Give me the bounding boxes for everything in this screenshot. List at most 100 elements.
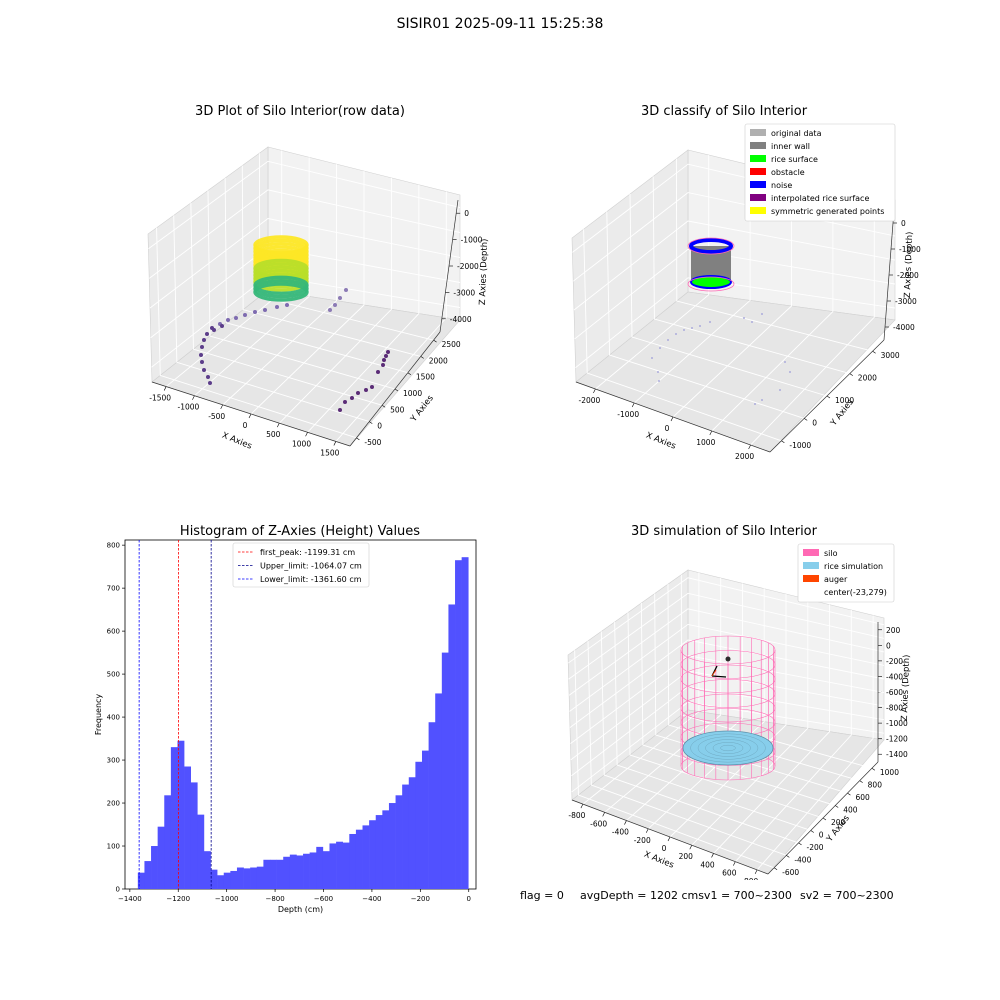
p2-noise-point [761,313,763,315]
p1-grid-x [222,164,338,406]
p2-ytick-mark [849,373,853,376]
p4-xtick-label: -400 [612,828,629,837]
p1-grid-y [224,178,408,374]
p4-rice-mesh [690,733,766,763]
p4-grid-y [627,612,824,819]
p2-grid-z [575,277,896,368]
p4-ytick-label: 400 [843,806,858,815]
p1-ytick-label: 2500 [442,340,461,349]
p4-ytick-mark [822,817,827,821]
p3-xtick-label: −600 [314,895,333,903]
p1-ztick-label: -2000 [457,262,479,271]
p3-legend-label: Upper_limit: -1064.07 cm [260,562,362,571]
panel3-histogram: −1400 −1200 −1000 −800 −600 −400 −200 0 0 100 200 3… [94,539,477,914]
p4-grid-z [569,639,885,728]
p4-ztick-label: 0 [886,641,891,650]
p3-histogram-bar [316,846,324,889]
p2-ztick-label: 0 [901,219,906,228]
p2-noise-point [691,327,693,329]
p2-legend-swatch [750,194,766,201]
p4-xtick-mark [645,828,649,833]
p4-ytick-mark [798,842,802,846]
p2-grid-y [652,176,850,375]
p4-ztick-label: -600 [886,688,903,697]
p4-grid-x [713,604,831,854]
p3-ytick-label: 400 [107,714,120,722]
p1-grid-y [173,215,370,423]
p2-ytick-mark [804,418,808,421]
p2-outline-ring [687,276,735,292]
p2-legend-label: original data [771,129,822,138]
p4-ytick-label: 600 [855,793,870,802]
p3-histogram-bar [402,784,410,889]
p2-legend-swatch [750,129,766,136]
p1-ytick-mark [369,421,373,424]
p4-ztick-label: -400 [886,672,903,681]
p2-ztick-label: -1000 [899,245,921,254]
p4-ztick-label: -1000 [886,719,908,728]
p2-grid-x [750,195,875,446]
p2-noise-point [754,403,756,405]
p1-xtick-mark [248,413,252,419]
p3-histogram-bar [289,854,297,889]
p4-ztick-label: -1400 [886,750,908,759]
p4-grid-y [574,650,775,869]
p4-grid-z [570,670,885,761]
p2-ytick-mark [781,440,785,444]
p4-ytick-mark [786,855,790,858]
p1-ztick-label: 0 [464,209,469,218]
p2-grid-x [711,185,834,432]
p4-ztick-label: -200 [886,657,903,666]
p3-histogram-bar [382,810,390,889]
p1-data-point [205,332,209,336]
p4-grid-z [571,701,885,793]
p3-histogram-bar [177,740,185,889]
p4-xtick-label: 400 [700,860,715,869]
p1-xtick-mark [192,395,195,400]
p1-data-point [370,385,374,389]
p4-grid-x [647,588,765,830]
p1-grid-x [194,157,310,397]
p1-data-point [212,328,216,332]
p2-xtick-label: 2000 [735,452,754,461]
panel2-3d-classify-plot: -2000 -1000 0 1000 2000 -1000 0 1000 2000 3000 0 -1… [571,123,921,461]
footer-avg-depth: avgDepth = 1202 cmsv1 = 700~2300 [580,889,792,902]
p3-histogram-bar [243,868,251,889]
p3-histogram-bar [184,766,191,889]
p1-zlabel: Z Axies (Depth) [478,238,490,305]
panel1-3d-raw-plot: -1500 -1000 -500 0 500 1000 1500 -500 0 500 1000 15… [147,146,490,457]
p4-grid-y [614,621,811,831]
p1-cylinder-ring [253,282,309,302]
p4-legend-label: silo [824,549,838,558]
p4-legend-swatch [803,575,819,582]
p1-data-point [234,316,238,320]
p3-histogram-bar [421,750,429,889]
p3-histogram-bar [441,652,449,889]
figure-suptitle: SISIR01 2025-09-11 15:25:38 [396,16,604,32]
p1-data-point [343,400,347,404]
p3-xtick-label: −800 [265,895,284,903]
p4-legend-label: center(-23,279) [824,588,887,597]
p2-xtick-label: 1000 [696,438,715,447]
p3-xtick-label: −1000 [215,895,239,903]
p2-noise-point [779,389,781,391]
p3-histogram-bar [388,803,396,889]
p4-ytick-label: -400 [794,855,811,864]
p3-legend-label: Lower_limit: -1361.60 cm [260,575,362,584]
p4-grid-z [569,623,885,712]
p3-histogram-bar [455,560,462,889]
p4-center-point [725,656,731,662]
p4-xtick-label: -200 [634,836,651,845]
p4-xtick-mark [580,803,584,809]
p3-histogram-bar [190,782,198,889]
p4-xtick-label: 200 [679,852,694,861]
p4-grid-y [640,603,836,806]
p4-grid-x [626,583,743,821]
p3-xtick-label: −400 [362,895,381,903]
p4-legend-label: rice simulation [824,562,883,571]
p3-histogram-bar [164,795,172,889]
p4-xtick-mark [733,861,736,866]
p1-data-point [200,360,204,364]
p2-grid-z [573,220,896,311]
p2-legend-label: symmetric generated points [771,207,884,216]
